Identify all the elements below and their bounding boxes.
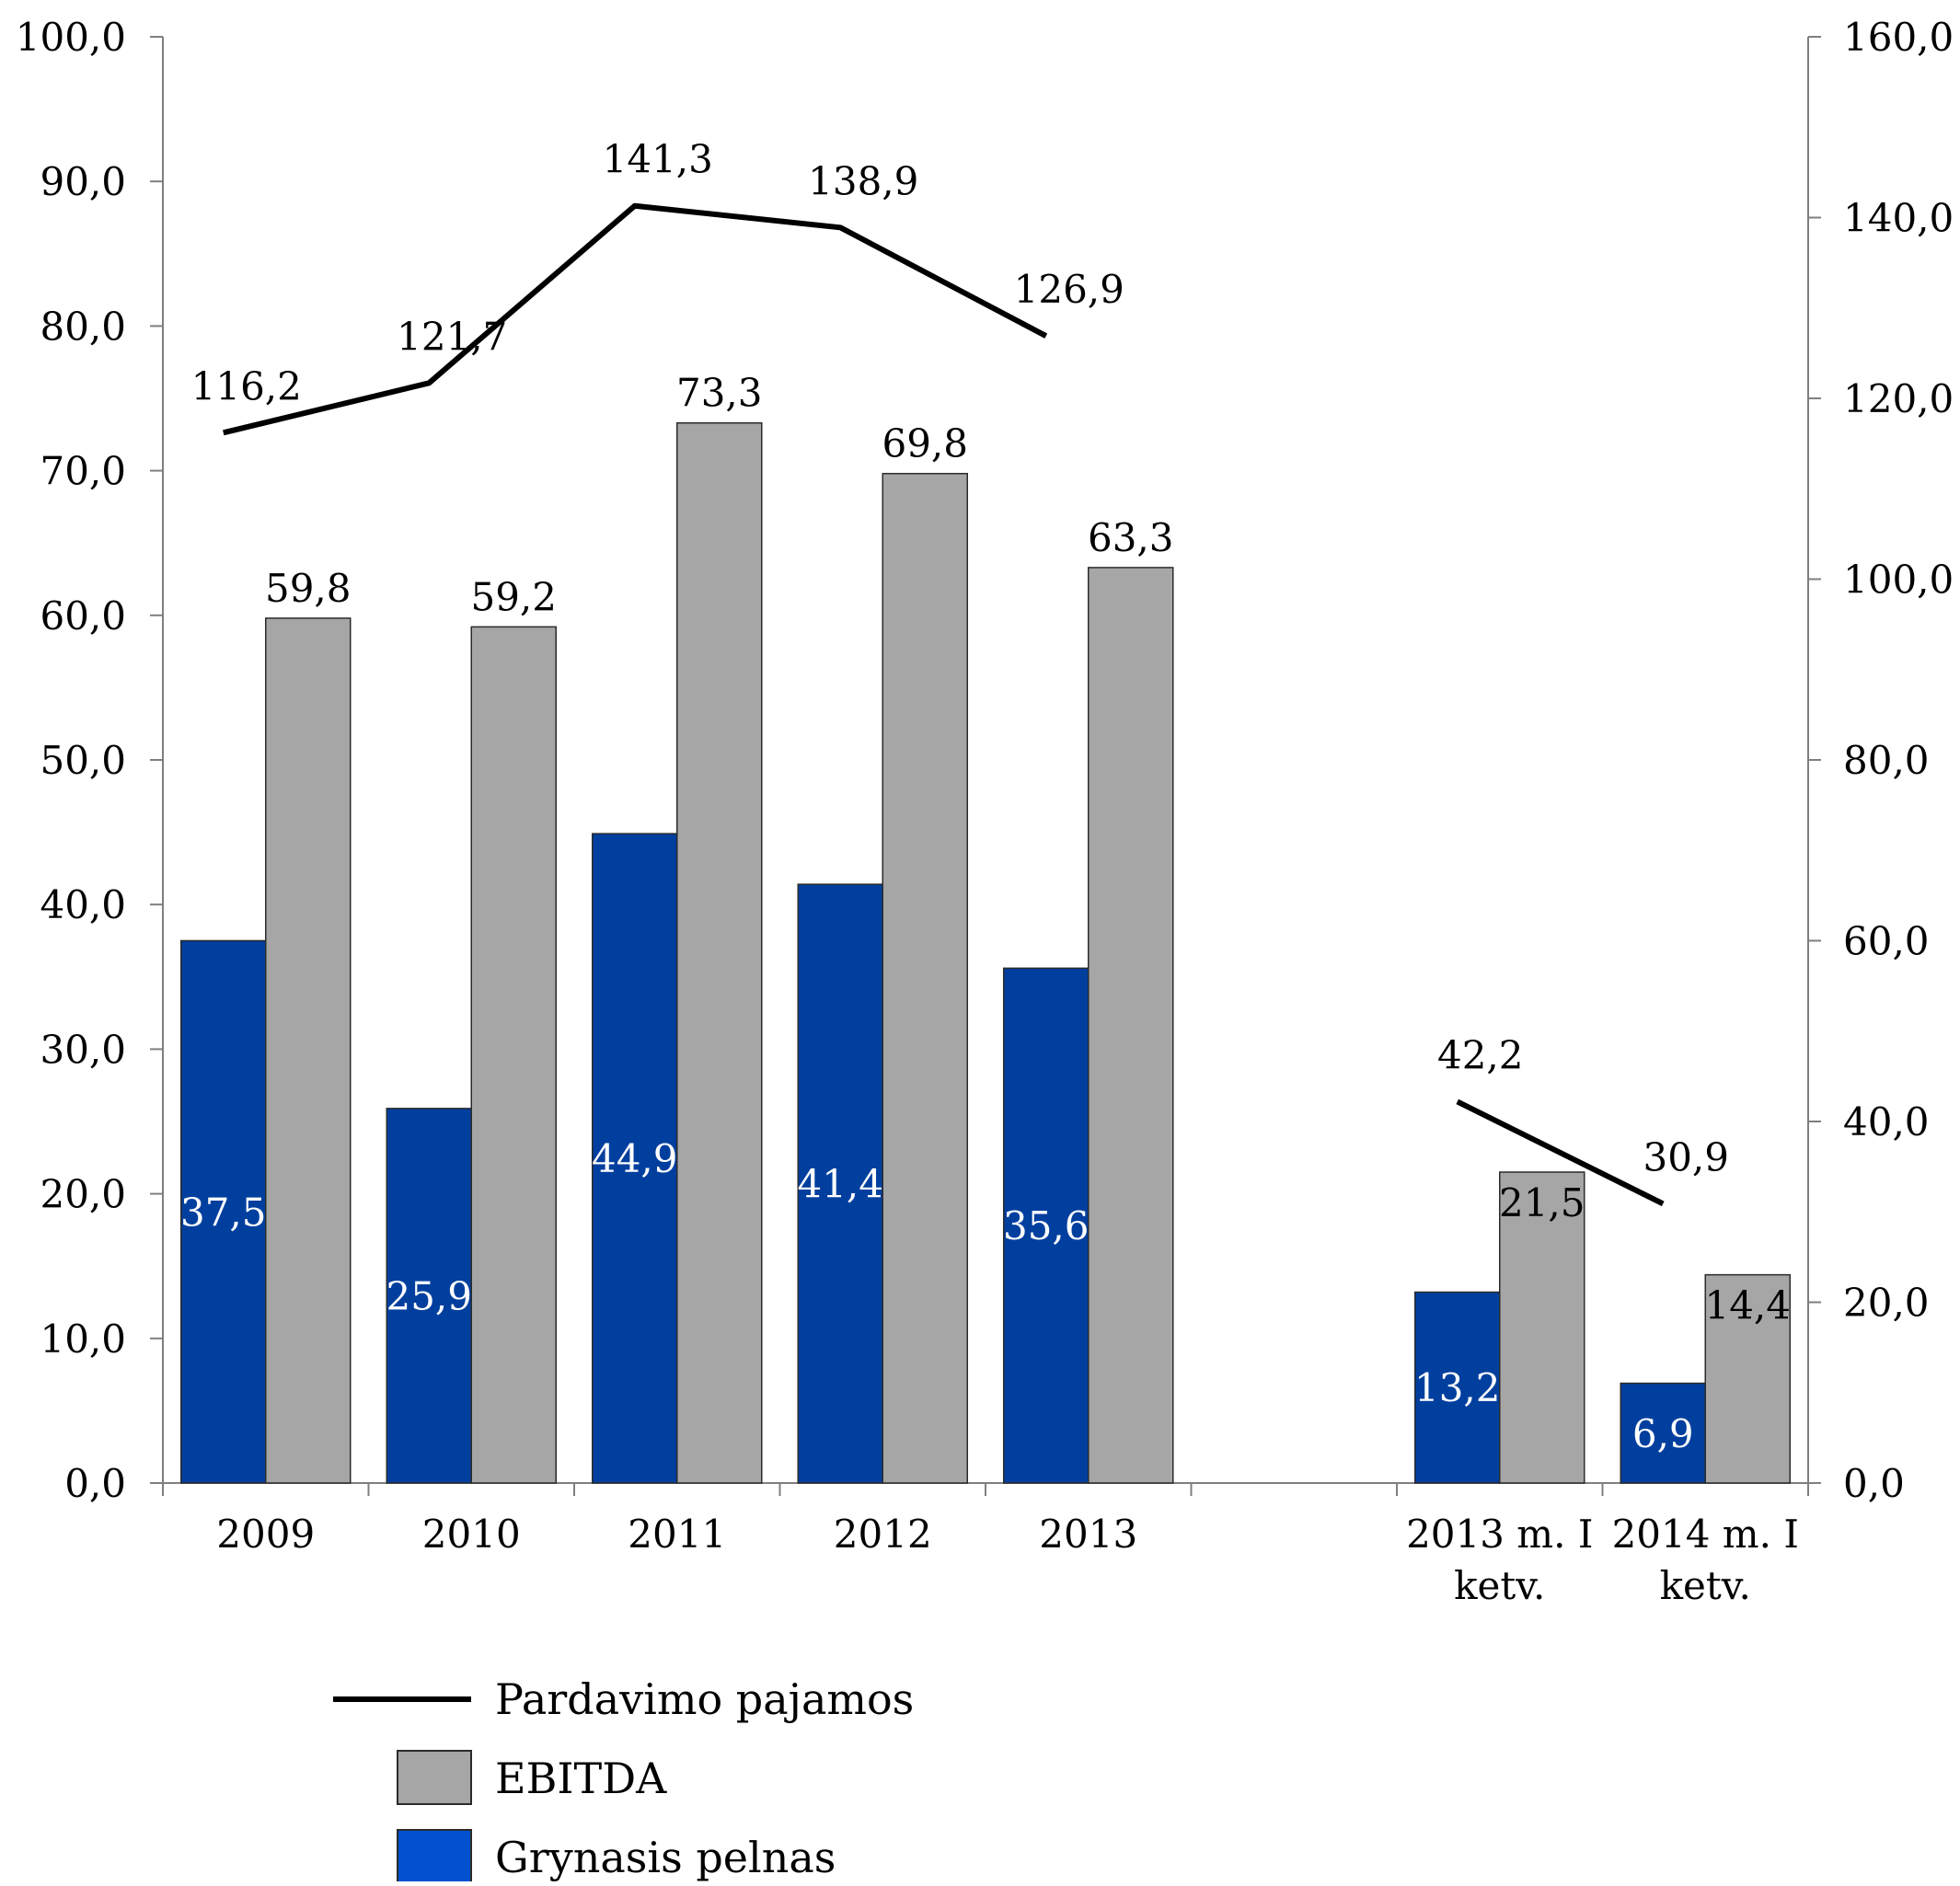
ebitda-data-label: 59,8 — [265, 566, 352, 611]
data-labels: 37,5 25,9 44,9 41,4 35,6 13,2 6,9 59,8 59,2 73,3 6… — [180, 137, 1791, 1456]
left-axis-tick-label: 40,0 — [40, 882, 126, 927]
ebitda-bar — [470, 626, 557, 1484]
ebitda-data-label: 21,5 — [1499, 1180, 1585, 1225]
left-axis-tick-label: 80,0 — [40, 304, 126, 349]
ebitda-data-label: 59,2 — [470, 574, 557, 619]
x-axis-tick-label: ketv. — [1660, 1563, 1751, 1608]
legend-box-swatch — [397, 1750, 472, 1805]
ebitda-bar — [1704, 1273, 1791, 1484]
left-axis-tick-label: 60,0 — [40, 593, 126, 638]
net-profit-data-label: 6,9 — [1632, 1411, 1694, 1456]
axes: 0,0 10,0 20,0 30,0 40,0 50,0 60,0 70,0 80,0 90,0 1… — [16, 15, 1954, 1608]
ebitda-data-label: 63,3 — [1088, 515, 1174, 560]
x-axis-tick-label: 2009 — [216, 1512, 315, 1557]
ebitda-data-label: 14,4 — [1704, 1283, 1791, 1328]
net-profit-bar — [1003, 967, 1090, 1484]
ebitda-bar — [882, 472, 968, 1484]
line-series — [223, 202, 1665, 1207]
net-profit-data-label: 37,5 — [180, 1190, 267, 1235]
net-profit-bar — [1414, 1291, 1501, 1484]
left-axis-tick-label: 30,0 — [40, 1027, 126, 1072]
net-profit-bar — [797, 883, 883, 1484]
legend-box-swatch — [397, 1829, 472, 1884]
net-profit-data-label: 35,6 — [1003, 1203, 1090, 1248]
x-axis-tick-label: 2010 — [422, 1512, 521, 1557]
net-profit-bar — [592, 833, 678, 1484]
sales-revenue-data-label: 116,2 — [191, 363, 302, 408]
left-axis-tick-label: 0,0 — [64, 1461, 126, 1506]
ebitda-bar — [265, 617, 352, 1484]
sales-revenue-data-label: 138,9 — [808, 158, 918, 203]
right-axis-tick-label: 140,0 — [1843, 196, 1954, 241]
x-axis-tick-label: 2012 — [834, 1512, 932, 1557]
legend-label: EBITDA — [495, 1754, 667, 1803]
ebitda-bar — [1499, 1171, 1585, 1484]
bar-series — [180, 421, 1791, 1484]
ebitda-data-label: 69,8 — [882, 421, 968, 466]
right-axis-tick-label: 40,0 — [1843, 1099, 1930, 1144]
sales-revenue-line — [1456, 1098, 1665, 1207]
sales-revenue-data-label: 30,9 — [1643, 1134, 1729, 1179]
ebitda-bar — [1088, 567, 1174, 1484]
right-axis-tick-label: 160,0 — [1843, 15, 1954, 60]
x-axis-tick-label: 2011 — [628, 1512, 726, 1557]
left-axis-tick-label: 90,0 — [40, 159, 126, 204]
sales-revenue-data-label: 121,7 — [397, 314, 507, 359]
legend: Pardavimo pajamos EBITDA Grynasis pelnas — [333, 1674, 914, 1884]
sales-revenue-data-label: 141,3 — [603, 137, 713, 182]
right-axis-tick-label: 20,0 — [1843, 1281, 1930, 1326]
x-axis-tick-label: 2014 m. I — [1612, 1512, 1799, 1557]
x-axis-tick-label: 2013 m. I — [1406, 1512, 1593, 1557]
net-profit-bar — [180, 939, 267, 1484]
left-axis-tick-label: 20,0 — [40, 1172, 126, 1217]
right-axis-tick-label: 100,0 — [1843, 558, 1954, 603]
sales-revenue-line — [223, 202, 1048, 436]
net-profit-bar — [386, 1108, 472, 1484]
left-axis-tick-label: 100,0 — [16, 15, 126, 60]
legend-label: Pardavimo pajamos — [495, 1674, 914, 1724]
legend-label: Grynasis pelnas — [495, 1833, 836, 1881]
left-axis-tick-label: 70,0 — [40, 449, 126, 494]
sales-revenue-data-label: 126,9 — [1014, 267, 1124, 312]
left-axis-tick-label: 10,0 — [40, 1317, 126, 1362]
ebitda-bar — [676, 421, 763, 1484]
right-axis-tick-label: 120,0 — [1843, 376, 1954, 421]
x-axis-tick-label: 2013 — [1039, 1512, 1137, 1557]
net-profit-data-label: 41,4 — [797, 1162, 883, 1207]
x-axis-tick-label: ketv. — [1454, 1563, 1545, 1608]
right-axis-tick-label: 0,0 — [1843, 1461, 1905, 1506]
sales-revenue-data-label: 42,2 — [1437, 1032, 1524, 1077]
right-axis-tick-label: 60,0 — [1843, 919, 1930, 964]
left-axis-tick-label: 50,0 — [40, 738, 126, 783]
net-profit-data-label: 25,9 — [386, 1273, 472, 1318]
net-profit-data-label: 44,9 — [592, 1136, 678, 1181]
ebitda-data-label: 73,3 — [676, 371, 763, 416]
right-axis-tick-label: 80,0 — [1843, 738, 1930, 783]
net-profit-data-label: 13,2 — [1414, 1365, 1501, 1410]
